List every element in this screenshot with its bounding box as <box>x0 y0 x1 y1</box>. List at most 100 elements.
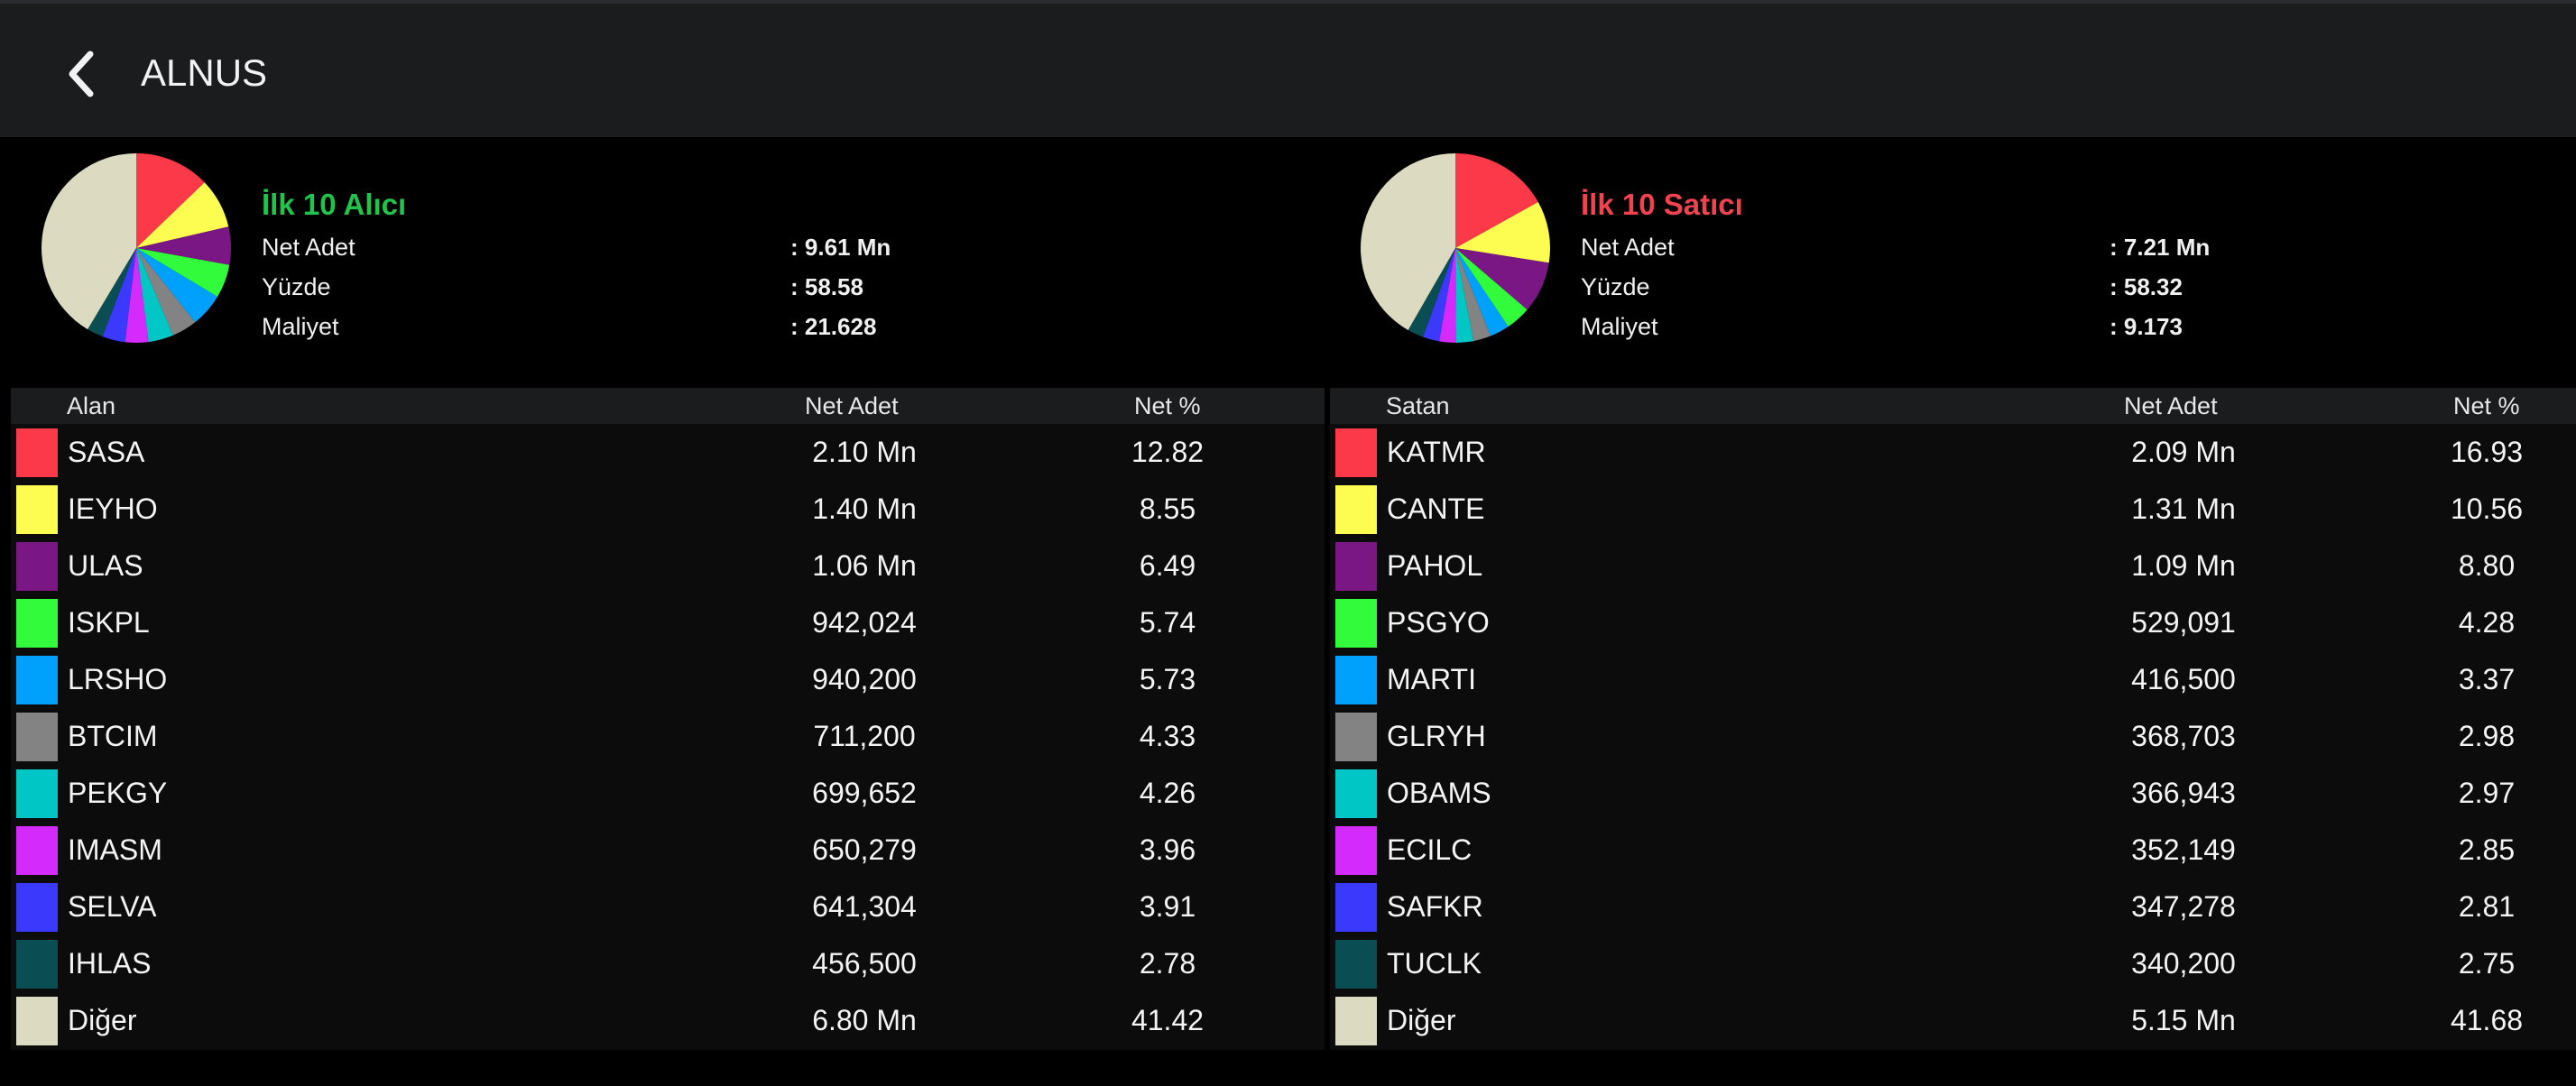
table-row[interactable]: BTCIM 711,200 4.33 <box>11 708 1325 765</box>
row-net-adet: 529,091 <box>2131 606 2236 639</box>
col-header-net-adet: Net Adet <box>805 392 899 419</box>
table-row[interactable]: LRSHO 940,200 5.73 <box>11 651 1325 708</box>
row-net-adet: 1.09 Mn <box>2131 549 2236 582</box>
pie-slice-lrsho <box>136 248 218 323</box>
row-net-pct: 2.85 <box>2458 833 2516 866</box>
color-swatch <box>1335 599 1377 648</box>
color-swatch <box>1335 428 1377 477</box>
row-net-adet: 347,278 <box>2131 890 2236 923</box>
table-row[interactable]: IEYHO 1.40 Mn 8.55 <box>11 481 1325 538</box>
row-net-pct: 4.33 <box>1139 720 1196 752</box>
page-title: ALNUS <box>141 51 268 94</box>
row-name: IHLAS <box>68 947 152 980</box>
pie-slice-pahol <box>1455 248 1549 310</box>
row-net-adet: 699,652 <box>812 777 917 809</box>
row-net-pct: 6.49 <box>1139 549 1196 582</box>
table-row[interactable]: IHLAS 456,500 2.78 <box>11 935 1325 992</box>
table-row[interactable]: SAFKR 347,278 2.81 <box>1330 879 2576 935</box>
buyers-title: İlk 10 Alıcı <box>262 188 407 221</box>
table-row[interactable]: PSGYO 529,091 4.28 <box>1330 594 2576 651</box>
pie-slice-diğer <box>1361 153 1455 331</box>
row-name: ECILC <box>1387 833 1473 866</box>
buyers-pie-chart <box>42 153 231 343</box>
row-net-pct: 41.68 <box>2450 1004 2524 1036</box>
row-net-adet: 456,500 <box>812 947 917 980</box>
table-row[interactable]: PEKGY 699,652 4.26 <box>11 765 1325 822</box>
table-row[interactable]: SASA 2.10 Mn 12.82 <box>11 424 1325 481</box>
row-name: IEYHO <box>68 492 158 525</box>
row-name: SAFKR <box>1387 890 1483 923</box>
buyers-summary: İlk 10 Alıcı Net Adet : 9.61 Mn Yüzde : … <box>262 182 1299 346</box>
table-row[interactable]: PAHOL 1.09 Mn 8.80 <box>1330 538 2576 594</box>
pie-slice-imasm <box>125 248 149 343</box>
color-swatch <box>16 656 58 704</box>
row-net-pct: 41.42 <box>1131 1004 1205 1036</box>
color-swatch <box>1335 769 1377 818</box>
table-row[interactable]: TUCLK 340,200 2.75 <box>1330 935 2576 992</box>
buyers-summary-net-adet: Net Adet : 9.61 Mn <box>262 234 891 261</box>
table-row[interactable]: ISKPL 942,024 5.74 <box>11 594 1325 651</box>
sellers-table-header: Satan Net Adet Net % <box>1330 388 2576 424</box>
color-swatch <box>16 428 58 477</box>
col-header-net-pct: Net % <box>2453 392 2520 419</box>
table-row[interactable]: KATMR 2.09 Mn 16.93 <box>1330 424 2576 481</box>
color-swatch <box>1335 997 1377 1045</box>
pie-slice-tuclk <box>1408 248 1455 337</box>
color-swatch <box>16 940 58 989</box>
row-name: PEKGY <box>68 777 168 809</box>
row-net-adet: 366,943 <box>2131 777 2236 809</box>
row-net-pct: 2.81 <box>2458 890 2516 923</box>
row-net-adet: 2.10 Mn <box>812 436 917 468</box>
color-swatch <box>16 997 58 1045</box>
sellers-summary-net-adet: Net Adet : 7.21 Mn <box>1581 234 2211 261</box>
table-row[interactable]: GLRYH 368,703 2.98 <box>1330 708 2576 765</box>
row-net-pct: 8.80 <box>2458 549 2516 582</box>
buyers-summary-yuzde: Yüzde : 58.58 <box>262 273 863 300</box>
back-arrow-icon[interactable] <box>63 49 99 99</box>
pie-slice-psgyo <box>1455 248 1528 327</box>
table-row[interactable]: Diğer 5.15 Mn 41.68 <box>1330 992 2576 1049</box>
row-name: KATMR <box>1387 436 1486 468</box>
row-net-adet: 6.80 Mn <box>812 1004 917 1036</box>
pie-slice-btcim <box>136 248 196 336</box>
pie-slice-marti <box>1455 248 1509 336</box>
table-row[interactable]: CANTE 1.31 Mn 10.56 <box>1330 481 2576 538</box>
table-row[interactable]: SELVA 641,304 3.91 <box>11 879 1325 935</box>
table-row[interactable]: IMASM 650,279 3.96 <box>11 822 1325 879</box>
buyers-table-header: Alan Net Adet Net % <box>11 388 1325 424</box>
color-swatch <box>16 599 58 648</box>
row-name: BTCIM <box>68 720 158 752</box>
table-row[interactable]: ULAS 1.06 Mn 6.49 <box>11 538 1325 594</box>
buyers-summary-maliyet: Maliyet : 21.628 <box>262 313 877 340</box>
pie-slice-glryh <box>1455 248 1491 342</box>
col-header-net-adet: Net Adet <box>2124 392 2218 419</box>
pie-slice-pekgy <box>136 248 173 343</box>
table-row[interactable]: OBAMS 366,943 2.97 <box>1330 765 2576 822</box>
sellers-rows: KATMR 2.09 Mn 16.93 CANTE 1.31 Mn 10.56 PAHOL 1… <box>1330 424 2576 1049</box>
pie-slice-selva <box>102 248 136 343</box>
sellers-summary: İlk 10 Satıcı Net Adet : 7.21 Mn Yüzde :… <box>1581 182 2576 346</box>
buyers-rows: SASA 2.10 Mn 12.82 IEYHO 1.40 Mn 8.55 ULAS 1.06… <box>11 424 1325 1049</box>
sellers-summary-yuzde: Yüzde : 58.32 <box>1581 273 2183 300</box>
table-row[interactable]: Diğer 6.80 Mn 41.42 <box>11 992 1325 1049</box>
table-row[interactable]: ECILC 352,149 2.85 <box>1330 822 2576 879</box>
row-net-adet: 368,703 <box>2131 720 2236 752</box>
col-header-satan: Satan <box>1386 392 1450 419</box>
color-swatch <box>16 769 58 818</box>
row-net-pct: 3.96 <box>1139 833 1196 866</box>
row-net-adet: 5.15 Mn <box>2131 1004 2236 1036</box>
row-net-adet: 2.09 Mn <box>2131 436 2236 468</box>
row-name: CANTE <box>1387 492 1485 525</box>
table-row[interactable]: MARTI 416,500 3.37 <box>1330 651 2576 708</box>
row-net-pct: 5.74 <box>1139 606 1196 639</box>
row-name: LRSHO <box>68 663 168 695</box>
row-name: SELVA <box>68 890 157 923</box>
row-net-adet: 416,500 <box>2131 663 2236 695</box>
color-swatch <box>1335 656 1377 704</box>
color-swatch <box>1335 542 1377 591</box>
pie-slice-katmr <box>1455 153 1538 248</box>
row-name: OBAMS <box>1387 777 1491 809</box>
pie-slice-obams <box>1455 248 1474 343</box>
row-net-pct: 2.78 <box>1139 947 1196 980</box>
color-swatch <box>1335 485 1377 534</box>
